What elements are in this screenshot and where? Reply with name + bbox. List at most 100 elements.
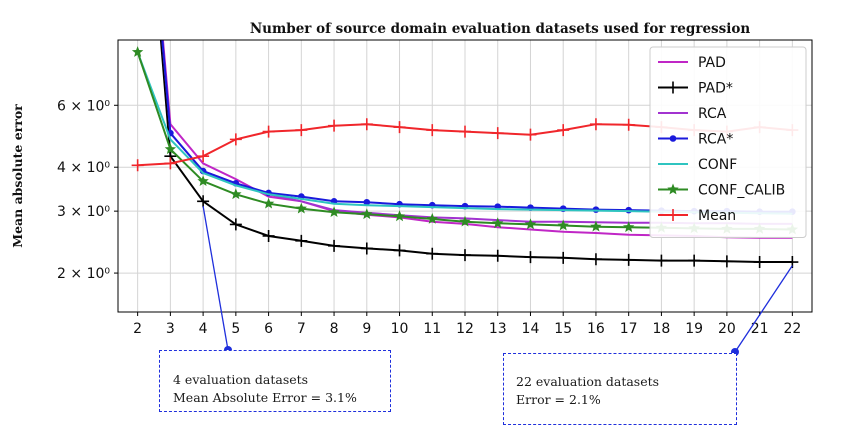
data-point-marker [557,219,569,231]
x-tick-label: 8 [330,321,339,337]
legend-label: CONF [698,157,737,173]
y-tick-label: 6 × 10⁰ [57,98,110,114]
data-point-marker [491,249,504,262]
data-point-marker [393,210,406,222]
data-point-marker [622,253,635,266]
data-point-marker [295,234,308,247]
x-tick-label: 22 [783,321,801,337]
data-point-marker [262,125,275,138]
data-point-marker [361,208,373,220]
data-point-marker [492,217,504,229]
x-tick-label: 20 [718,321,736,337]
x-tick-label: 3 [166,321,175,337]
x-tick-label: 18 [653,321,671,337]
data-point-marker [131,46,144,57]
data-point-marker [667,81,679,94]
legend-item: RCA [658,106,727,122]
data-point-marker [524,128,537,141]
annotation-line: 4 evaluation datasets [173,372,309,387]
data-point-marker [363,198,371,206]
data-point-marker [557,251,570,264]
data-point-marker [426,124,439,137]
x-tick-label: 16 [587,321,605,337]
y-tick-label: 2 × 10⁰ [57,266,110,282]
data-point-marker [589,118,602,131]
legend-item: PAD [658,55,726,71]
data-point-marker [426,213,438,224]
data-point-marker [262,229,275,242]
x-tick-label: 4 [199,321,208,337]
data-point-marker [230,188,242,200]
y-ticks: 2 × 10⁰ 3 × 10⁰ 4 × 10⁰ 6 × 10⁰ [57,98,118,282]
x-tick-label: 14 [522,321,540,337]
legend-label: RCA* [698,132,733,148]
data-point-marker [328,239,341,252]
legend-label: Mean [698,208,736,224]
data-point-marker [393,244,406,257]
data-point-marker [164,143,177,155]
y-axis-label: Mean absolute error [10,104,25,248]
data-point-marker [491,127,504,140]
x-tick-label: 9 [362,321,371,337]
data-point-marker [688,254,701,267]
legend-label: RCA [698,106,727,122]
legend-label: PAD* [698,81,733,97]
legend-label: PAD [698,55,726,71]
data-point-marker [753,256,766,269]
data-point-marker [197,175,209,186]
chart-title: Number of source domain evaluation datas… [250,21,751,37]
data-point-marker [197,150,210,163]
data-point-marker [667,209,679,221]
data-point-marker [667,183,679,195]
y-tick-label: 3 × 10⁰ [57,204,110,220]
data-point-marker [164,157,177,170]
data-point-marker [295,202,307,214]
x-tick-label: 5 [231,321,240,337]
data-point-marker [360,242,373,255]
data-point-marker [360,118,373,131]
annotation-line: Error = 2.1% [516,392,601,407]
annotation-box-4-datasets: 4 evaluation datasets Mean Absolute Erro… [159,350,391,412]
data-point-marker [655,254,668,267]
data-point-marker [328,206,340,217]
legend-item: CONF [658,157,737,173]
legend-item: RCA* [658,132,733,148]
data-point-marker [131,159,144,172]
data-point-marker [229,218,242,231]
annotation-box-22-datasets: 22 evaluation datasets Error = 2.1% [503,353,737,425]
series-pad- [159,40,799,269]
data-point-marker [669,135,677,142]
legend-item: Mean [658,208,736,224]
x-tick-label: 6 [264,321,273,337]
legend-item: PAD* [658,81,733,97]
data-point-marker [197,195,210,208]
data-point-marker [328,119,341,132]
y-tick-label: 4 × 10⁰ [57,160,110,176]
data-point-marker [262,197,275,209]
data-point-marker [589,253,602,266]
legend-item: CONF_CALIB [658,183,785,199]
x-tick-label: 10 [391,321,409,337]
data-point-marker [720,255,733,268]
data-point-marker [622,118,635,131]
data-point-marker [459,125,471,138]
legend-box [649,46,807,238]
data-point-marker [459,215,471,227]
x-tick-label: 19 [685,321,703,337]
callout-connector [734,265,793,353]
x-tick-label: 12 [456,321,474,337]
legend: PAD PAD* RCA RCA* CONF CONF_CALIB Mean [649,46,807,238]
annotation-line: 22 evaluation datasets [516,374,660,389]
data-point-marker [557,124,570,137]
x-tick-label: 21 [751,321,769,337]
x-tick-label: 2 [133,321,142,337]
x-tick-label: 7 [297,321,306,337]
data-point-marker [623,221,635,233]
callout-connector [202,206,229,351]
x-tick-label: 15 [554,321,572,337]
annotation-line: Mean Absolute Error = 3.1% [173,390,357,405]
data-point-marker [229,133,242,146]
data-point-marker [524,251,537,264]
data-point-marker [590,220,602,232]
